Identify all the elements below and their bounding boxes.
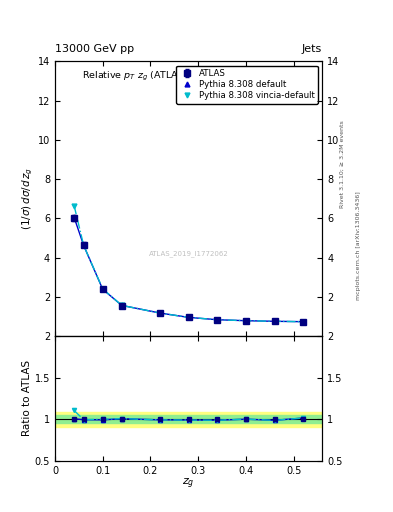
Pythia 8.308 vincia-default — [100, 286, 105, 292]
Legend: ATLAS, Pythia 8.308 default, Pythia 8.308 vincia-default: ATLAS, Pythia 8.308 default, Pythia 8.30… — [176, 66, 318, 104]
X-axis label: $z_g$: $z_g$ — [182, 477, 195, 492]
Text: ATLAS_2019_I1772062: ATLAS_2019_I1772062 — [149, 250, 228, 257]
Pythia 8.308 vincia-default — [72, 203, 77, 209]
Pythia 8.308 vincia-default — [186, 314, 191, 321]
Text: mcplots.cern.ch [arXiv:1306.3436]: mcplots.cern.ch [arXiv:1306.3436] — [356, 191, 361, 300]
Pythia 8.308 default — [186, 314, 191, 321]
Pythia 8.308 default — [244, 317, 248, 324]
Line: Pythia 8.308 default: Pythia 8.308 default — [72, 215, 306, 324]
Pythia 8.308 vincia-default — [81, 242, 86, 248]
Text: Relative $p_T$ $z_g$ (ATLAS soft-drop observables): Relative $p_T$ $z_g$ (ATLAS soft-drop ob… — [82, 70, 295, 83]
Pythia 8.308 default — [301, 318, 305, 325]
Text: Rivet 3.1.10; ≥ 3.2M events: Rivet 3.1.10; ≥ 3.2M events — [340, 120, 345, 208]
Line: Pythia 8.308 vincia-default: Pythia 8.308 vincia-default — [72, 203, 306, 324]
Pythia 8.308 default — [100, 286, 105, 292]
Pythia 8.308 vincia-default — [215, 316, 220, 323]
Pythia 8.308 default — [119, 302, 124, 308]
Pythia 8.308 default — [72, 215, 77, 221]
Pythia 8.308 vincia-default — [301, 318, 305, 325]
Pythia 8.308 vincia-default — [272, 318, 277, 325]
Pythia 8.308 default — [158, 310, 162, 316]
Text: Jets: Jets — [302, 44, 322, 54]
Pythia 8.308 vincia-default — [158, 310, 162, 316]
Pythia 8.308 vincia-default — [119, 302, 124, 308]
Pythia 8.308 default — [215, 316, 220, 323]
Y-axis label: $(1/\sigma)\,d\sigma/d\,z_g$: $(1/\sigma)\,d\sigma/d\,z_g$ — [20, 167, 35, 230]
Pythia 8.308 default — [272, 318, 277, 325]
Pythia 8.308 default — [81, 242, 86, 248]
Pythia 8.308 vincia-default — [244, 317, 248, 324]
Text: 13000 GeV pp: 13000 GeV pp — [55, 44, 134, 54]
Y-axis label: Ratio to ATLAS: Ratio to ATLAS — [22, 360, 32, 436]
